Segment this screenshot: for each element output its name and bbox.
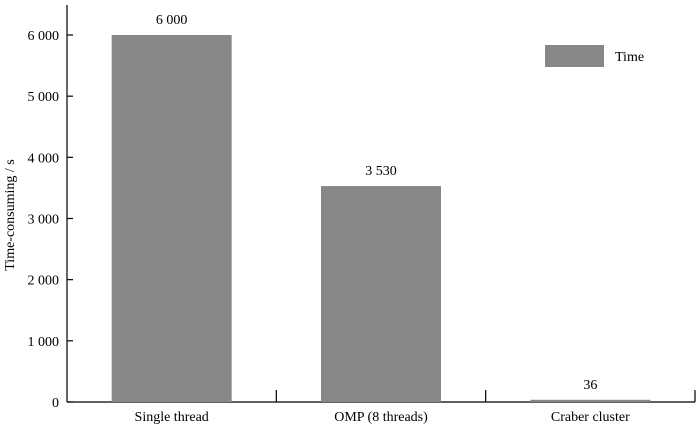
- bar-1: [111, 35, 232, 402]
- legend: Time: [545, 45, 644, 67]
- y-tick-label: 0: [52, 396, 59, 411]
- data-label: 36: [583, 378, 597, 393]
- x-category-label: OMP (8 threads): [334, 410, 428, 425]
- bar-3: [530, 399, 651, 402]
- y-tick-label: 3 000: [28, 213, 60, 228]
- y-tick-label: 6 000: [28, 29, 60, 44]
- y-axis-title: Time-consuming / s: [3, 159, 18, 271]
- legend-swatch-time: [545, 45, 604, 67]
- y-tick-label: 5 000: [28, 90, 60, 105]
- y-tick-label: 4 000: [28, 151, 60, 166]
- data-label: 3 530: [365, 164, 397, 179]
- y-tick-label: 1 000: [28, 335, 60, 350]
- legend-label-time: Time: [615, 50, 644, 65]
- y-tick-label: 2 000: [28, 274, 60, 289]
- data-label: 6 000: [156, 13, 188, 28]
- plot-area: 0 1 000 2 000 3 000 4 000 5 000 6 000 6 000 Sing…: [28, 5, 696, 425]
- bar-2: [321, 186, 441, 402]
- x-category-label: Single thread: [135, 410, 209, 425]
- x-category-label: Craber cluster: [551, 410, 630, 425]
